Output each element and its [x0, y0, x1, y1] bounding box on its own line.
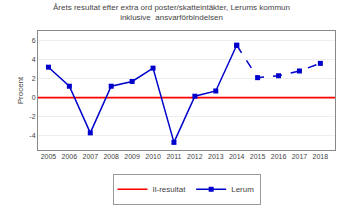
svg-text:6: 6: [32, 37, 36, 44]
svg-text:2009: 2009: [124, 153, 140, 160]
svg-text:Il-resultat: Il-resultat: [153, 185, 187, 194]
svg-text:2011: 2011: [166, 153, 181, 160]
svg-text:2007: 2007: [83, 153, 99, 160]
svg-text:4: 4: [32, 56, 36, 63]
svg-text:Lerum: Lerum: [231, 185, 254, 194]
svg-text:-4: -4: [29, 132, 35, 139]
svg-text:Årets resultat efter extra ord: Årets resultat efter extra ord poster/sk…: [53, 3, 290, 22]
svg-text:2015: 2015: [250, 153, 266, 160]
svg-text:Procent: Procent: [16, 76, 25, 104]
svg-text:2016: 2016: [271, 153, 287, 160]
svg-text:2: 2: [32, 75, 36, 82]
svg-text:2005: 2005: [41, 153, 57, 160]
svg-text:2006: 2006: [62, 153, 78, 160]
svg-text:2013: 2013: [208, 153, 224, 160]
svg-text:2008: 2008: [103, 153, 119, 160]
svg-text:-2: -2: [29, 113, 35, 120]
svg-text:2010: 2010: [145, 153, 161, 160]
svg-text:2018: 2018: [313, 153, 329, 160]
svg-text:2017: 2017: [292, 153, 308, 160]
svg-text:2014: 2014: [229, 153, 245, 160]
svg-text:0: 0: [32, 94, 36, 101]
svg-text:2012: 2012: [187, 153, 203, 160]
